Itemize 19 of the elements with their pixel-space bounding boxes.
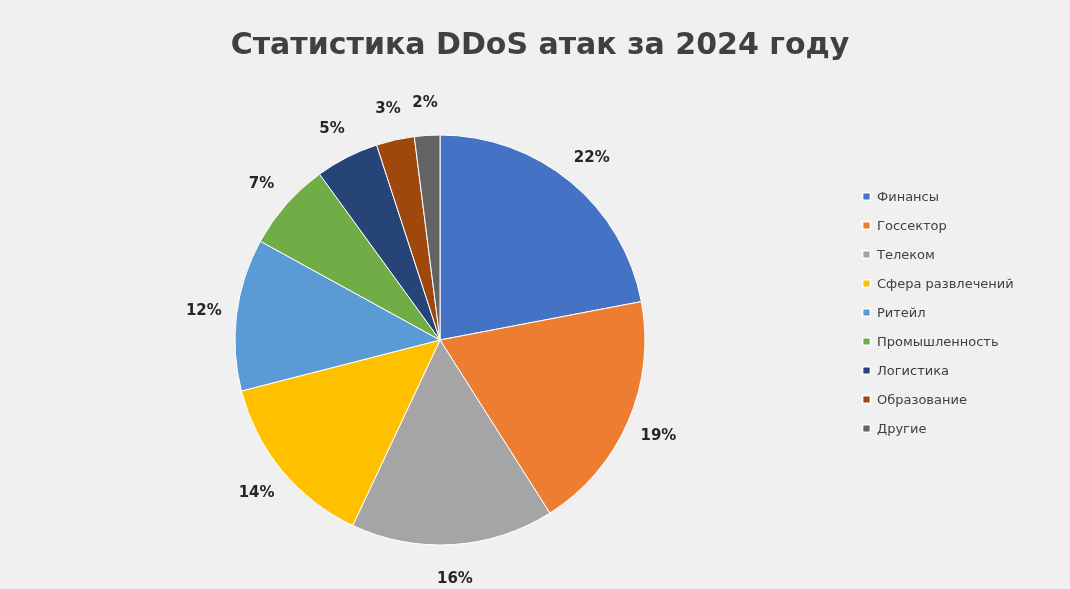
legend-label: Логистика <box>877 362 949 378</box>
data-label: 7% <box>248 173 275 192</box>
data-label: 16% <box>436 568 473 587</box>
data-label: 3% <box>375 98 401 117</box>
legend-label: Другие <box>877 420 927 436</box>
data-label: 19% <box>640 425 677 444</box>
legend-label: Промышленность <box>877 333 999 349</box>
legend-label: Образование <box>877 391 967 407</box>
legend-label: Госсектор <box>877 217 947 233</box>
data-label: 5% <box>319 118 345 137</box>
legend-label: Ритейл <box>877 304 926 320</box>
legend-label: Финансы <box>877 188 940 204</box>
data-label: 2% <box>412 93 438 112</box>
data-label: 22% <box>573 147 610 166</box>
data-label: 12% <box>185 301 222 320</box>
chart-title: Статистика DDoS атак за 2024 году <box>230 26 850 61</box>
data-label: 14% <box>238 482 275 501</box>
legend-label: Телеком <box>876 246 935 262</box>
legend-label: Сфера развлечений <box>877 275 1014 291</box>
